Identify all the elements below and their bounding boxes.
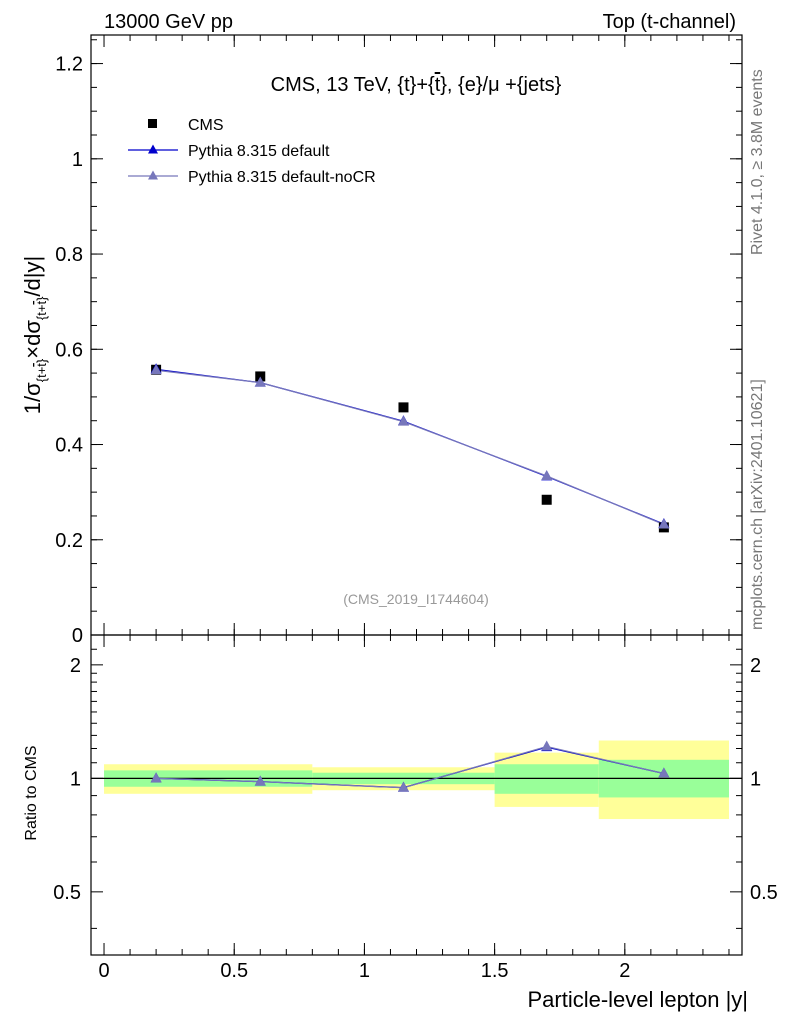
plot-title: CMS, 13 TeV, {t}+{t}, {e}/μ +{jets} bbox=[271, 74, 562, 96]
legend-mc2-marker bbox=[148, 170, 158, 180]
xtick-label: 0.5 bbox=[220, 960, 248, 982]
mc2-main-marker bbox=[541, 469, 553, 480]
legend-data-marker bbox=[148, 119, 157, 128]
mc2-ratio-marker bbox=[254, 775, 266, 786]
analysis-id: (CMS_2019_I1744604) bbox=[343, 591, 489, 607]
main-ytick-label: 0.6 bbox=[55, 339, 83, 361]
header-right: Top (t-channel) bbox=[603, 11, 736, 33]
ratio-band-inner bbox=[494, 764, 599, 794]
main-panel: 0 0.2 0.4 0.6 0.8 1 1.2 bbox=[55, 34, 743, 647]
mcplots-label: mcplots.cern.ch [arXiv:2401.10621] bbox=[749, 379, 766, 630]
legend-mc2-label: Pythia 8.315 default-noCR bbox=[188, 169, 376, 186]
ratio-ytick-label: 1 bbox=[70, 768, 81, 790]
legend-mc1-label: Pythia 8.315 default bbox=[188, 143, 330, 160]
x-axis-title: Particle-level lepton |y| bbox=[527, 987, 748, 1012]
main-ytick-label: 1 bbox=[72, 149, 83, 171]
mc1-main-line bbox=[156, 368, 665, 525]
ratio-panel: 0.5 0.5 1 1 2 2 bbox=[53, 634, 778, 956]
main-ytick-label: 0 bbox=[72, 625, 83, 647]
cms-data-point bbox=[398, 402, 409, 413]
ratio-ytick-label: 0.5 bbox=[53, 882, 81, 904]
rivet-label: Rivet 4.1.0, ≥ 3.8M events bbox=[749, 69, 766, 255]
ratio-ytick-label: 2 bbox=[70, 655, 81, 677]
cms-data-point bbox=[541, 494, 552, 505]
mc2-main-marker bbox=[397, 415, 409, 426]
mc2-ratio-marker bbox=[541, 740, 553, 751]
legend: CMS Pythia 8.315 default Pythia 8.315 de… bbox=[128, 117, 376, 186]
header-left: 13000 GeV pp bbox=[104, 11, 233, 33]
main-ytick-label: 0.4 bbox=[55, 435, 83, 457]
xtick-label: 1.5 bbox=[481, 960, 509, 982]
ratio-ytick-label-right: 1 bbox=[750, 768, 761, 790]
legend-mc1-marker bbox=[148, 144, 158, 154]
mc2-main-marker bbox=[658, 518, 670, 529]
legend-data-label: CMS bbox=[188, 117, 224, 134]
mc2-ratio-marker bbox=[150, 772, 162, 783]
ratio-axis-title: Ratio to CMS bbox=[23, 745, 40, 840]
y-axis-title: 1/σ{t+t}×dσ{t+t}/d|y| bbox=[20, 256, 49, 414]
mc2-main-marker bbox=[254, 376, 266, 387]
ratio-ytick-label-right: 0.5 bbox=[750, 882, 778, 904]
xtick-label: 2 bbox=[619, 960, 630, 982]
mc2-main-marker bbox=[150, 364, 162, 375]
mc2-ratio-marker bbox=[658, 767, 670, 778]
main-ytick-label: 1.2 bbox=[55, 54, 83, 76]
xtick-label: 1 bbox=[359, 960, 370, 982]
mc2-ratio-marker bbox=[397, 781, 409, 792]
ratio-ytick-label-right: 2 bbox=[750, 655, 761, 677]
main-ytick-label: 0.8 bbox=[55, 244, 83, 266]
xtick-label: 0 bbox=[98, 960, 109, 982]
main-ytick-label: 0.2 bbox=[55, 530, 83, 552]
mc2-main-line bbox=[156, 369, 665, 526]
cms-data-point bbox=[255, 371, 266, 382]
